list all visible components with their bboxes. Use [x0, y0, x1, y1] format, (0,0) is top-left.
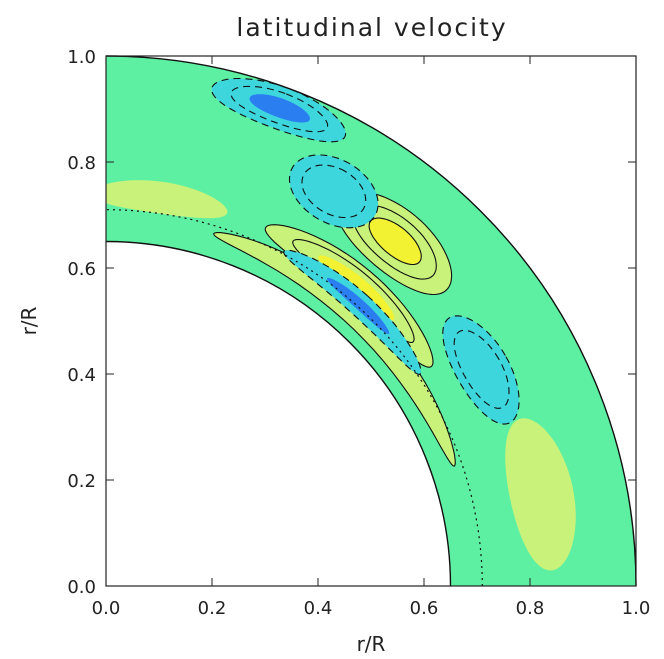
- plot-area: [105, 55, 637, 587]
- y-tick-label: 0.2: [67, 471, 96, 492]
- x-tick-label: 0.4: [304, 598, 333, 619]
- y-axis-ticks: 0.0 0.2 0.4 0.6 0.8 1.0: [67, 47, 636, 598]
- feature-core-negative-4: [249, 94, 310, 123]
- tachocline-dotted-line: [105, 209, 483, 587]
- feature-core-positive-0: [369, 218, 422, 265]
- plot-frame: [105, 55, 637, 587]
- feature-negative-3: [283, 250, 421, 375]
- x-axis-ticks: 0.0 0.2 0.4 0.6 0.8 1.0: [92, 56, 651, 619]
- contour-positive-2-0: [213, 232, 456, 467]
- x-axis-label: r/R: [357, 632, 386, 656]
- y-axis-label: r/R: [17, 306, 41, 335]
- inner-boundary: [105, 240, 452, 587]
- contour-negative-6-1: [453, 329, 510, 409]
- y-tick-label: 0.8: [67, 153, 96, 174]
- y-tick-label: 0.4: [67, 365, 96, 386]
- contour-negative-5-1: [301, 164, 367, 219]
- contour-negative-5-0: [288, 154, 379, 229]
- y-tick-label: 0.0: [67, 577, 96, 598]
- chart-title: latitudinal velocity: [236, 13, 507, 42]
- x-tick-label: 0.8: [516, 598, 545, 619]
- x-tick-label: 1.0: [622, 598, 651, 619]
- x-tick-label: 0.6: [410, 598, 439, 619]
- feature-negative-6: [442, 315, 519, 425]
- feature-positive-7: [505, 418, 576, 571]
- feature-core-negative-3: [327, 277, 390, 335]
- contour-positive-0-2: [368, 217, 422, 266]
- feature-negative-5: [289, 155, 379, 228]
- feature-positive-8: [106, 180, 228, 219]
- contour-negative-4-1: [230, 85, 329, 133]
- x-tick-label: 0.0: [92, 598, 121, 619]
- y-tick-label: 1.0: [67, 47, 96, 68]
- contour-negative-4-0: [211, 77, 347, 143]
- outer-boundary: [105, 55, 637, 587]
- y-tick-label: 0.6: [67, 259, 96, 280]
- x-tick-label: 0.2: [198, 598, 227, 619]
